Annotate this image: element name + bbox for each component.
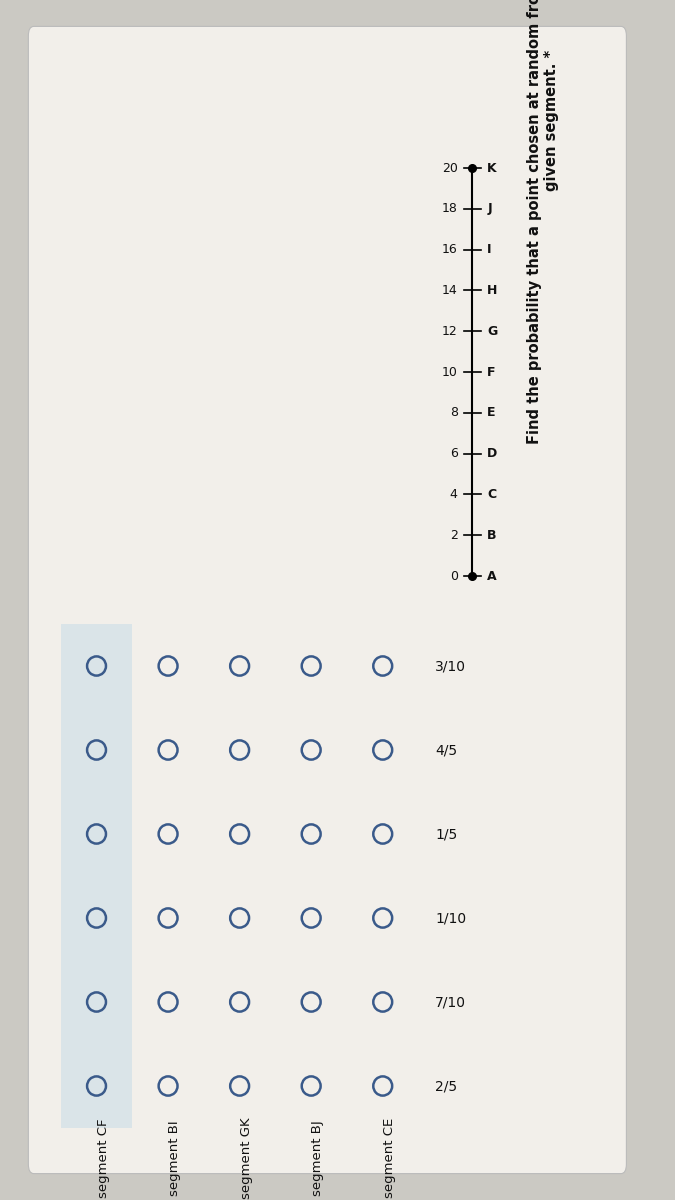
- Bar: [61, 624, 132, 1128]
- Text: 8: 8: [450, 407, 458, 419]
- Text: G: G: [487, 325, 497, 337]
- Text: 1/5: 1/5: [435, 827, 458, 841]
- Text: 12: 12: [442, 325, 458, 337]
- Text: C: C: [487, 488, 497, 500]
- Text: J: J: [487, 203, 492, 215]
- Text: 1/10: 1/10: [435, 911, 466, 925]
- Text: 18: 18: [441, 203, 458, 215]
- Text: 7/10: 7/10: [435, 995, 466, 1009]
- Text: D: D: [487, 448, 497, 460]
- Text: F: F: [487, 366, 496, 378]
- Text: 6: 6: [450, 448, 458, 460]
- Text: A: A: [487, 570, 497, 582]
- Text: 16: 16: [442, 244, 458, 256]
- Text: Find the probability that a point chosen at random from segment AK is on the
giv: Find the probability that a point chosen…: [526, 0, 559, 444]
- Text: segment GK: segment GK: [240, 1117, 252, 1199]
- Text: K: K: [487, 162, 497, 174]
- Text: 2: 2: [450, 529, 458, 541]
- Text: 2/5: 2/5: [435, 1079, 458, 1093]
- Text: 14: 14: [442, 284, 458, 296]
- Text: 4/5: 4/5: [435, 743, 458, 757]
- Text: H: H: [487, 284, 497, 296]
- FancyBboxPatch shape: [28, 26, 626, 1174]
- Text: segment BJ: segment BJ: [311, 1120, 324, 1196]
- Text: 3/10: 3/10: [435, 659, 466, 673]
- Text: 4: 4: [450, 488, 458, 500]
- Text: E: E: [487, 407, 496, 419]
- Text: segment CF: segment CF: [97, 1118, 109, 1198]
- Text: segment BI: segment BI: [168, 1120, 181, 1196]
- Text: 0: 0: [450, 570, 458, 582]
- Text: I: I: [487, 244, 492, 256]
- Text: segment CE: segment CE: [383, 1118, 396, 1198]
- Text: B: B: [487, 529, 497, 541]
- Text: 10: 10: [441, 366, 458, 378]
- Text: 20: 20: [441, 162, 458, 174]
